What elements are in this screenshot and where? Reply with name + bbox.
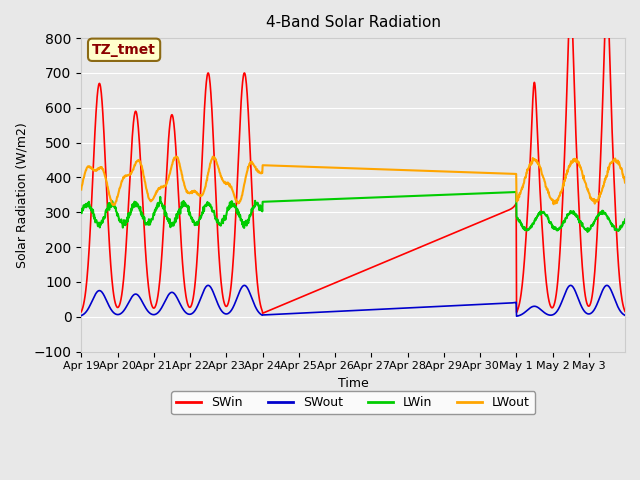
Text: TZ_tmet: TZ_tmet bbox=[92, 43, 156, 57]
Title: 4-Band Solar Radiation: 4-Band Solar Radiation bbox=[266, 15, 440, 30]
Y-axis label: Solar Radiation (W/m2): Solar Radiation (W/m2) bbox=[15, 122, 28, 268]
Legend: SWin, SWout, LWin, LWout: SWin, SWout, LWin, LWout bbox=[172, 391, 535, 414]
X-axis label: Time: Time bbox=[338, 377, 369, 390]
